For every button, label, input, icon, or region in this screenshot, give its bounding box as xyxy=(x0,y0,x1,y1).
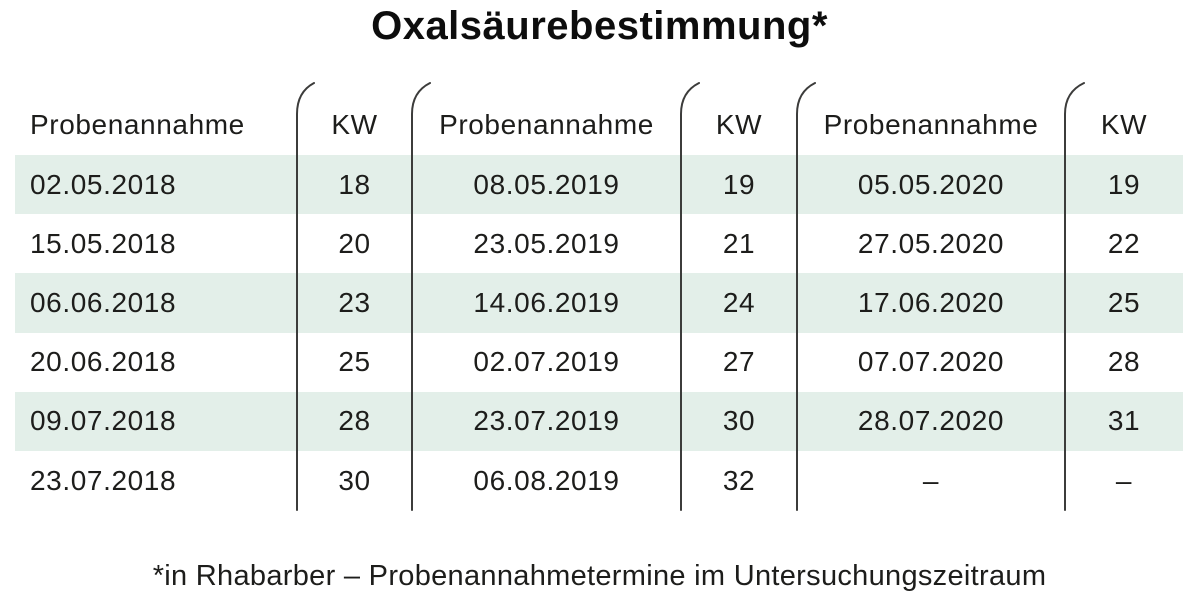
table-cell: 25 xyxy=(338,346,371,378)
table-cell: 27.05.2020 xyxy=(857,227,1005,259)
table-row: 20.06.2018 25 02.07.2019 27 07.07.2020 2… xyxy=(15,333,1183,392)
table-cell: 06.08.2019 xyxy=(473,464,620,496)
column-header-kw-2018: KW xyxy=(331,109,378,140)
table-cell: 19 xyxy=(722,168,756,200)
table-cell: 28 xyxy=(338,405,371,437)
column-header-kw-2020: KW xyxy=(1100,109,1148,140)
table-cell: 20.06.2018 xyxy=(30,346,177,378)
table-cell: 23 xyxy=(338,286,371,318)
table-cell: 07.07.2020 xyxy=(857,346,1005,378)
column-header-probenannahme-2020: Probenannahme xyxy=(823,109,1039,140)
footnote: *in Rhabarber – Probenannahmetermine im … xyxy=(152,560,1047,592)
table-cell: 23.05.2019 xyxy=(473,227,620,259)
table-cell: 21 xyxy=(722,227,756,259)
table-row: 06.06.2018 23 14.06.2019 24 17.06.2020 2… xyxy=(15,273,1183,333)
column-header-probenannahme-2019: Probenannahme xyxy=(439,109,654,140)
header-row: Probenannahme KW Probenannahme KW Proben… xyxy=(15,95,1183,155)
table-cell: 30 xyxy=(722,405,756,437)
table-cell: 18 xyxy=(338,168,371,200)
table-cell: 08.05.2019 xyxy=(473,168,620,200)
table-cell: 14.06.2019 xyxy=(473,286,620,318)
data-table: Probenannahme KW Probenannahme KW Proben… xyxy=(15,95,1183,510)
table-row: 15.05.2018 20 23.05.2019 21 27.05.2020 2… xyxy=(15,214,1183,273)
table-container: Probenannahme KW Probenannahme KW Proben… xyxy=(15,95,1183,510)
table-cell: 32 xyxy=(722,464,756,496)
table-cell: 24 xyxy=(722,286,756,318)
table-cell: – xyxy=(1115,464,1133,496)
table-cell: 23.07.2019 xyxy=(473,405,620,437)
table-cell: 02.05.2018 xyxy=(30,168,177,200)
page-title: Oxalsäurebestimmung* xyxy=(371,4,828,48)
table-cell: 28.07.2020 xyxy=(857,405,1005,437)
table-row: 09.07.2018 28 23.07.2019 30 28.07.2020 3… xyxy=(15,391,1183,451)
table-cell: 05.05.2020 xyxy=(857,168,1005,200)
column-header-kw-2019: KW xyxy=(715,109,763,140)
table-cell: 23.07.2018 xyxy=(30,464,177,496)
table-row: 23.07.2018 30 06.08.2019 32 – – xyxy=(15,451,1183,510)
table-cell: 17.06.2020 xyxy=(857,286,1005,318)
table-cell: 31 xyxy=(1107,405,1141,437)
table-cell: 15.05.2018 xyxy=(30,227,177,259)
table-cell: 20 xyxy=(338,227,371,259)
table-cell: 09.07.2018 xyxy=(30,405,177,437)
table-cell: 22 xyxy=(1107,227,1141,259)
table-cell: 02.07.2019 xyxy=(473,346,620,378)
table-cell: 27 xyxy=(722,346,756,378)
column-header-probenannahme-2018: Probenannahme xyxy=(30,109,245,140)
table-cell: 28 xyxy=(1107,346,1141,378)
table-row: 02.05.2018 18 08.05.2019 19 05.05.2020 1… xyxy=(15,155,1183,215)
table-cell: – xyxy=(922,464,940,496)
table-cell: 19 xyxy=(1107,168,1141,200)
table-cell: 30 xyxy=(338,464,371,496)
table-cell: 25 xyxy=(1107,286,1141,318)
table-cell: 06.06.2018 xyxy=(30,286,177,318)
